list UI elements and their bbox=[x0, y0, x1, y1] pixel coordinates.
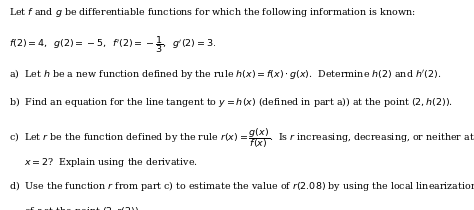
Text: a)  Let $h$ be a new function defined by the rule $h(x)=f(x)\cdot g(x)$.  Determ: a) Let $h$ be a new function defined by … bbox=[9, 67, 441, 81]
Text: c)  Let $r$ be the function defined by the rule $r(x)=\dfrac{g(x)}{f(x)}$.  Is $: c) Let $r$ be the function defined by th… bbox=[9, 126, 474, 150]
Text: of $r$ at the point $\left(2,r(2)\right)$.: of $r$ at the point $\left(2,r(2)\right)… bbox=[9, 205, 142, 210]
Text: $f(2)=4,\;\; g(2)=-5,\;\; f'(2)=-\dfrac{1}{3},\;\; g'(2)=3.$: $f(2)=4,\;\; g(2)=-5,\;\; f'(2)=-\dfrac{… bbox=[9, 34, 216, 55]
Text: b)  Find an equation for the line tangent to $y=h(x)$ (defined in part a)) at th: b) Find an equation for the line tangent… bbox=[9, 95, 453, 109]
Text: d)  Use the function $r$ from part c) to estimate the value of $r(2.08)$ by usin: d) Use the function $r$ from part c) to … bbox=[9, 179, 474, 193]
Text: Let $f$ and $g$ be differentiable functions for which the following information : Let $f$ and $g$ be differentiable functi… bbox=[9, 6, 415, 19]
Text: $x=2$?  Explain using the derivative.: $x=2$? Explain using the derivative. bbox=[9, 156, 198, 169]
